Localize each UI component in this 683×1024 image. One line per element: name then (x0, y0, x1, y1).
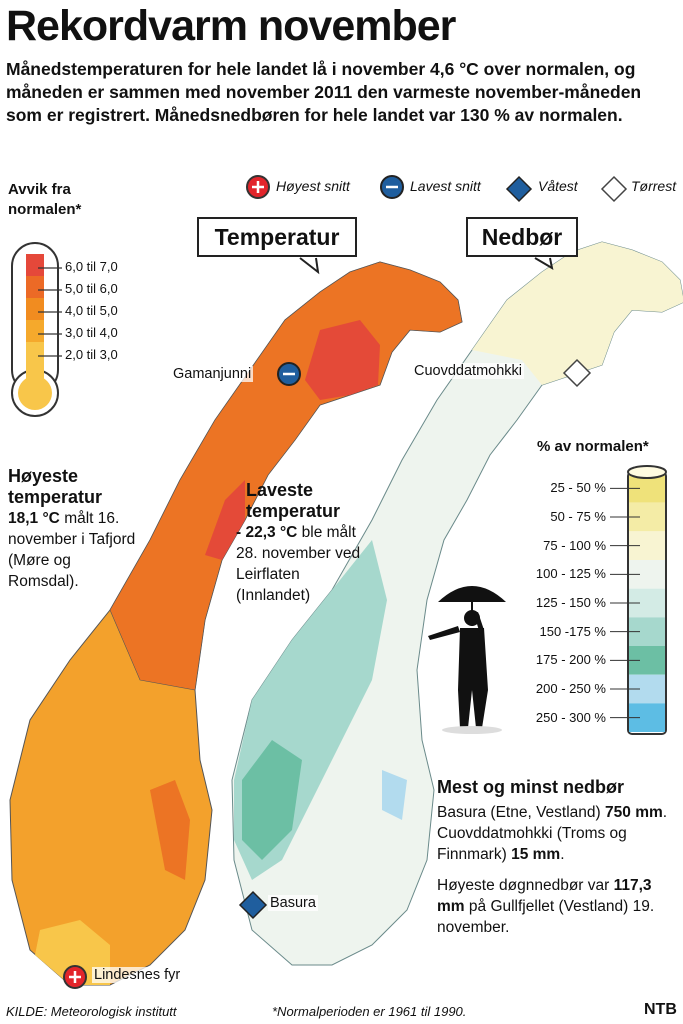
value: 750 mm (605, 804, 663, 821)
scale-swatch (26, 364, 44, 390)
marker-label: Cuovddatmohkki (412, 363, 524, 379)
text: 18,1 °C målt 16. november i Tafjord (Mør… (8, 508, 143, 592)
paragraph: Høyeste døgnnedbør var 117,3 mm på Gullf… (437, 875, 677, 938)
callout-tail (299, 257, 320, 275)
marker-driest (562, 358, 592, 388)
text: - 22,3 °C ble målt 28. november ved Leir… (220, 522, 370, 606)
legend-item: 125 - 150 % (535, 595, 606, 610)
legend-item: 250 - 300 % (535, 709, 606, 725)
legend-item: 5,0 til 6,0 (65, 281, 118, 296)
legend-label: Tørrest (631, 178, 677, 194)
temperature-zone (35, 920, 110, 985)
precipitation-zone (472, 242, 683, 385)
legend-label: Høyest snitt (276, 178, 350, 194)
heading: Høyeste temperatur (8, 466, 103, 507)
callout-tail (534, 257, 554, 270)
legend-item: 25 - 50 % (550, 480, 606, 496)
subtitle: Månedstemperaturen for hele landet lå i … (6, 59, 642, 125)
marker-label: Lindesnes fyr (92, 967, 183, 983)
legend-item: 2,0 til 3,0 (65, 347, 118, 362)
value: 18,1 °C (8, 510, 60, 527)
source: KILDE: Meteorologisk institutt (6, 1004, 177, 1019)
text: på Gullfjellet (Vestland) 19. november. (437, 898, 655, 936)
shadow (442, 726, 502, 734)
precipitation-map (231, 241, 683, 966)
legend-item: 100 - 125 % (535, 566, 606, 582)
legend-title: % av normalen* (537, 438, 649, 455)
legend-item: 150 -175 % (539, 623, 607, 639)
scale-swatch (26, 298, 44, 320)
map-label: Nedbør (466, 217, 578, 257)
legend-item: 50 - 75 % (550, 509, 606, 524)
legend-label: Våtest (538, 178, 578, 194)
legend-item: 6,0 til 7,0 (65, 259, 118, 274)
legend-item: 4,0 til 5,0 (65, 303, 118, 318)
extremes-block: Mest og minst nedbør Basura (Etne, Vestl… (437, 777, 677, 938)
temperature-scale (26, 254, 62, 390)
value: - 22,3 °C (236, 524, 298, 541)
title: Rekordvarm november (6, 2, 456, 50)
text: Basura (Etne, Vestland) (437, 804, 601, 821)
icon-highest (246, 175, 270, 199)
heading: Laveste temperatur (246, 480, 341, 521)
paragraph: Basura (Etne, Vestland) 750 mm. Cuovddat… (437, 802, 677, 865)
cylinder-top (627, 465, 667, 479)
legend-label: Lavest snitt (410, 178, 481, 194)
map-label: Temperatur (197, 217, 357, 257)
heading: Mest og minst nedbør (437, 777, 625, 797)
text: målt 16. november i Tafjord (Møre og Rom… (8, 510, 136, 590)
text: ble målt 28. november ved Leirflaten (In… (236, 524, 361, 604)
legend-item: 3,0 til 4,0 (65, 325, 118, 340)
temperature-zone (150, 780, 190, 880)
icon-wettest (505, 175, 533, 203)
scale-swatch (26, 276, 44, 298)
value: 15 mm (511, 846, 561, 863)
marker-wettest (238, 890, 268, 920)
text: Høyeste døgnnedbør var (437, 877, 610, 894)
temperature-zone (305, 320, 380, 400)
value: 117,3 mm (437, 877, 652, 915)
text: . (560, 846, 565, 863)
scale-swatch (26, 320, 44, 342)
icon-driest (600, 175, 628, 203)
temperature-zone (205, 480, 245, 560)
precipitation-zone (382, 770, 407, 820)
icon-lowest (380, 175, 404, 199)
precipitation-scale (610, 474, 665, 732)
note: *Normalperioden er 1961 til 1990. (272, 1004, 467, 1019)
scale-swatch (26, 254, 44, 276)
marker-highest (63, 965, 87, 989)
silhouette (428, 586, 506, 728)
legend-item: 200 - 250 % (535, 681, 606, 696)
lowest-block: Laveste temperatur - 22,3 °C ble målt 28… (220, 480, 370, 606)
marker-label: Gamanjunni (171, 366, 254, 382)
text: . Cuovddatmohkki (Troms og Finnmark) (437, 804, 668, 863)
highest-block: Høyeste temperatur 18,1 °C målt 16. nove… (8, 466, 143, 592)
precipitation-zone (242, 740, 302, 860)
marker-label: Basura (268, 895, 318, 911)
legend-item: 175 - 200 % (535, 652, 606, 668)
marker-lowest (277, 362, 301, 386)
scale-swatch (26, 342, 44, 364)
legend-item: 75 - 100 % (543, 537, 606, 553)
legend-title: Avvik fra normalen* (8, 181, 82, 218)
logo: NTB (644, 1001, 677, 1018)
